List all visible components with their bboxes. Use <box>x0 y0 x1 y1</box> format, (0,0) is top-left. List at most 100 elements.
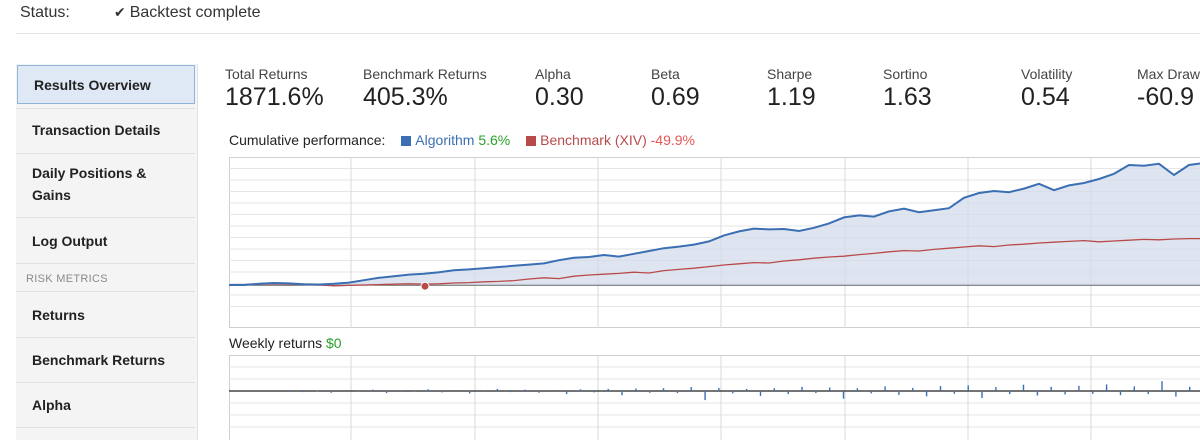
weekly-return-bar <box>1036 391 1039 396</box>
weekly-return-bar <box>510 391 512 393</box>
weekly-return-bar <box>1175 391 1177 397</box>
weekly-return-bar <box>1119 391 1122 396</box>
nav-divider <box>16 427 195 428</box>
weekly-return-bar <box>732 391 734 394</box>
metric-label: Total Returns <box>225 66 308 82</box>
nav-benchmark-returns[interactable]: Benchmark Returns <box>32 352 166 368</box>
metric-value: -60.9 <box>1137 83 1194 111</box>
weekly-return-bar <box>441 391 443 393</box>
status-text: Backtest complete <box>129 4 261 21</box>
weekly-marks <box>289 381 1191 401</box>
weekly-return-bar <box>302 391 305 393</box>
weekly-return-bar <box>649 391 651 393</box>
status-value: ✔ Backtest complete <box>114 4 260 22</box>
weekly-return-bar <box>925 391 928 397</box>
metric-value: 0.54 <box>1021 83 1070 111</box>
status-bar: Status: ✔ Backtest complete <box>0 0 1200 32</box>
weekly-return-bar <box>1050 386 1052 391</box>
weekly-return-bar <box>1105 384 1108 391</box>
weekly-returns-value: $0 <box>326 335 342 351</box>
cumulative-header: Cumulative performance: Algorithm 5.6% B… <box>229 132 695 148</box>
nav-divider <box>16 153 195 154</box>
nav-divider <box>16 217 195 218</box>
nav-daily-positions[interactable]: Daily Positions & Gains <box>16 162 195 206</box>
weekly-return-bar <box>593 391 595 393</box>
weekly-return-bar <box>552 390 554 392</box>
weekly-return-bar <box>385 391 388 394</box>
algorithm-legend-label[interactable]: Algorithm <box>415 132 475 148</box>
benchmark-line <box>229 237 1200 287</box>
weekly-return-bar <box>344 390 346 392</box>
weekly-return-bar <box>912 387 914 391</box>
weekly-return-bar <box>953 391 955 394</box>
weekly-return-bar <box>690 387 692 391</box>
weekly-return-bar <box>995 387 997 391</box>
weekly-return-bar <box>870 391 872 394</box>
weekly-return-bar <box>372 389 374 391</box>
weekly-return-bar <box>967 385 969 391</box>
benchmark-legend-swatch <box>526 136 537 146</box>
cumulative-marks <box>229 162 1200 291</box>
weekly-return-bar <box>773 388 775 391</box>
nav-divider <box>16 291 195 292</box>
metric-label: Volatility <box>1021 66 1073 82</box>
weekly-return-bar <box>981 391 983 398</box>
metric-max-drawdown: Max Draw -60.9 <box>1137 66 1200 112</box>
nav-transaction-details[interactable]: Transaction Details <box>32 122 161 138</box>
weekly-returns-title: Weekly returns <box>229 335 323 351</box>
weekly-return-bar <box>455 390 457 392</box>
nav-divider <box>16 263 195 264</box>
weekly-return-bar <box>856 388 859 391</box>
algorithm-area <box>229 163 1200 285</box>
weekly-return-bar <box>316 390 319 392</box>
weekly-return-bar <box>621 391 623 396</box>
metric-volatility: Volatility 0.54 <box>1021 66 1072 112</box>
nav-alpha[interactable]: Alpha <box>32 397 71 413</box>
algorithm-legend-swatch <box>401 136 412 146</box>
cumulative-performance-chart[interactable] <box>229 157 1200 328</box>
weekly-returns-chart[interactable] <box>229 355 1200 440</box>
nav-results-overview[interactable]: Results Overview <box>17 65 195 104</box>
weekly-return-bar <box>1147 391 1149 395</box>
metric-label: Alpha <box>535 66 571 82</box>
metric-sortino: Sortino 1.63 <box>883 66 932 112</box>
benchmark-legend-value: -49.9% <box>650 132 695 148</box>
weekly-return-bar <box>829 387 831 391</box>
weekly-return-bar <box>1189 386 1191 391</box>
metric-label: Beta <box>651 66 680 82</box>
nav-divider <box>16 337 195 338</box>
weekly-return-bar <box>759 391 762 396</box>
weekly-return-bar <box>289 390 291 391</box>
metric-benchmark-returns: Benchmark Returns 405.3% <box>363 66 487 112</box>
metric-alpha: Alpha 0.30 <box>535 66 584 112</box>
weekly-return-bar <box>469 391 471 394</box>
weekly-return-bar <box>579 389 582 392</box>
weekly-return-bar <box>427 389 429 392</box>
algorithm-line <box>229 162 1200 286</box>
metric-label: Benchmark Returns <box>363 66 487 82</box>
weekly-return-bar <box>635 388 637 391</box>
metric-label: Max Draw <box>1137 66 1200 82</box>
weekly-return-bar <box>524 389 526 391</box>
weekly-return-bar <box>898 391 900 395</box>
metric-value: 1.19 <box>767 83 816 111</box>
nav-returns[interactable]: Returns <box>32 307 85 323</box>
weekly-return-bar <box>1078 385 1080 392</box>
weekly-return-bar <box>482 390 485 391</box>
weekly-return-bar <box>745 388 748 391</box>
weekly-return-bar <box>1161 381 1163 391</box>
weekly-return-bar <box>718 387 720 391</box>
weekly-return-bar <box>662 388 665 391</box>
weekly-return-bar <box>1009 391 1011 395</box>
benchmark-legend-label[interactable]: Benchmark (XIV) <box>540 132 647 148</box>
weekly-return-bar <box>884 386 886 391</box>
weekly-return-bar <box>1022 384 1025 391</box>
metric-beta: Beta 0.69 <box>651 66 700 112</box>
weekly-return-bar <box>1133 386 1135 391</box>
risk-metrics-header: RISK METRICS <box>26 273 108 285</box>
weekly-return-bar <box>939 386 942 391</box>
nav-log-output[interactable]: Log Output <box>32 233 108 249</box>
metric-label: Sharpe <box>767 66 813 82</box>
sidebar: Results Overview Transaction Details Dai… <box>16 64 198 440</box>
weekly-return-bar <box>815 391 817 394</box>
